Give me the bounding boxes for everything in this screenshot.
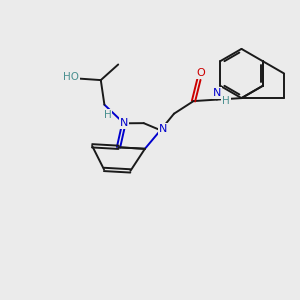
Text: N: N: [213, 88, 221, 98]
Text: HO: HO: [63, 72, 79, 82]
Text: O: O: [196, 68, 205, 79]
Text: N: N: [159, 124, 167, 134]
Text: N: N: [120, 118, 128, 128]
Text: H: H: [222, 96, 230, 106]
Text: H: H: [103, 110, 111, 120]
